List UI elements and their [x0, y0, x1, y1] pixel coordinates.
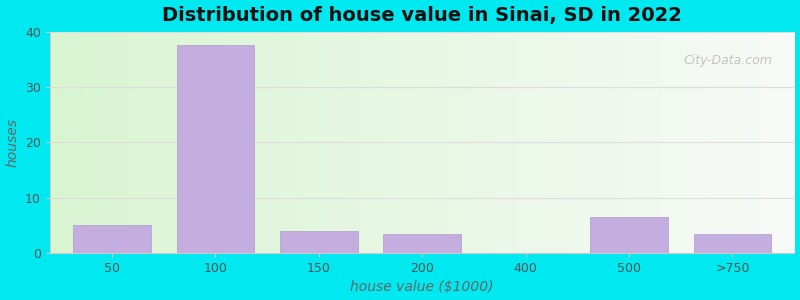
X-axis label: house value ($1000): house value ($1000)	[350, 280, 494, 294]
Y-axis label: houses: houses	[6, 118, 19, 167]
Bar	[280, 231, 358, 253]
Text: City-Data.com: City-Data.com	[683, 54, 772, 67]
Bar	[177, 46, 254, 253]
Bar	[590, 217, 668, 253]
Bar	[74, 225, 151, 253]
Title: Distribution of house value in Sinai, SD in 2022: Distribution of house value in Sinai, SD…	[162, 6, 682, 25]
Bar	[383, 233, 461, 253]
Bar	[694, 233, 771, 253]
